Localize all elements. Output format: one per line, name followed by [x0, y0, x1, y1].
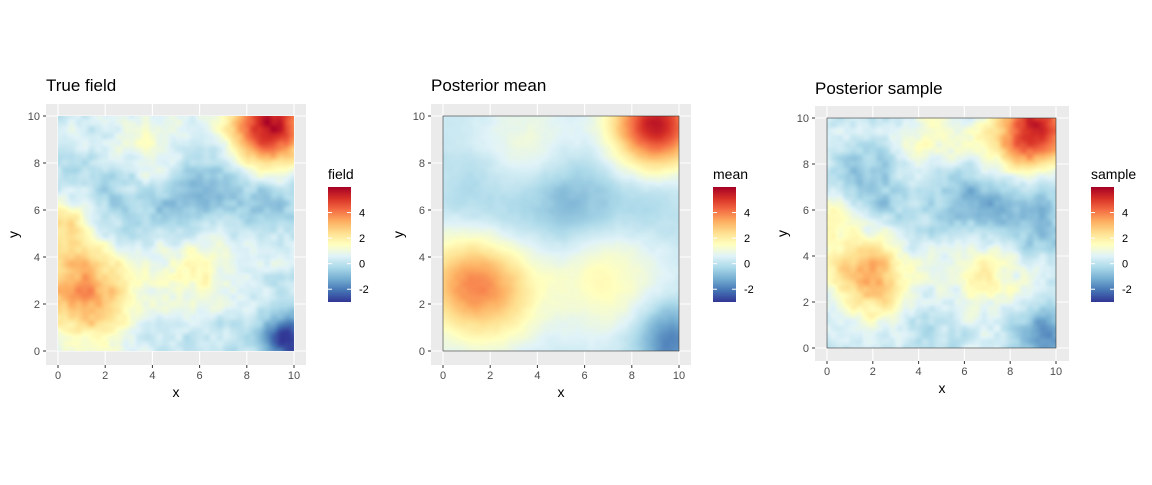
heatmap-border	[826, 117, 1057, 349]
chart-title: True field	[46, 76, 116, 95]
legend: mean -2 0 2 4	[713, 166, 754, 302]
x-axis-title: x	[939, 380, 946, 396]
y-tick-label: 10	[28, 111, 40, 123]
legend-tick-label: -2	[1122, 284, 1132, 296]
y-tick-label: 4	[803, 251, 809, 263]
chart-title: Posterior mean	[431, 76, 546, 95]
y-axis-title: y	[390, 231, 406, 238]
chart-title: Posterior sample	[815, 79, 943, 98]
x-tick-label: 10	[288, 370, 300, 382]
x-tick-label: 0	[55, 370, 61, 382]
x-tick-label: 0	[440, 370, 446, 382]
y-tick-label: 0	[34, 346, 40, 358]
legend: field -2 0 2 4	[328, 166, 369, 302]
legend-tick-label: -2	[744, 284, 754, 296]
heatmap-field	[443, 116, 679, 351]
x-tick-label: 8	[629, 370, 635, 382]
x-tick-label: 6	[961, 366, 967, 378]
legend-tick-label: 2	[1122, 233, 1128, 245]
legend-tick-label: 4	[359, 208, 365, 220]
x-tick-label: 4	[916, 366, 922, 378]
y-axis-title: y	[774, 230, 790, 237]
panel-2: Posterior mean 0 2 4 6 8 10 0 2 4 6 8 10 x y mean -2 0 2 4	[390, 76, 754, 400]
x-tick-label: 8	[1007, 366, 1013, 378]
y-tick-label: 2	[34, 299, 40, 311]
x-tick-label: 4	[534, 370, 540, 382]
x-tick-label: 6	[582, 370, 588, 382]
heatmap-field	[58, 116, 294, 351]
y-tick-label: 6	[34, 205, 40, 217]
x-tick-label: 2	[487, 370, 493, 382]
y-tick-label: 0	[803, 343, 809, 355]
x-axis-title: x	[173, 384, 180, 400]
y-tick-label: 8	[803, 159, 809, 171]
y-tick-label: 8	[419, 158, 425, 170]
y-tick-label: 6	[803, 205, 809, 217]
y-tick-label: 10	[413, 111, 425, 123]
x-tick-label: 4	[149, 370, 155, 382]
legend-tick-label: 2	[359, 233, 365, 245]
x-tick-label: 2	[102, 370, 108, 382]
panel-3: Posterior sample 0 2 4 6 8 10 0 2 4 6 8 10 x y sample -2…	[774, 79, 1136, 396]
panel-1: True field 0 2 4 6 8 10 0 2 4 6 8 10 x y field -2 0 2 4	[5, 76, 369, 400]
heatmap-field	[827, 118, 1056, 348]
x-tick-label: 8	[244, 370, 250, 382]
y-tick-label: 0	[419, 346, 425, 358]
legend-title: mean	[713, 166, 748, 182]
x-axis-title: x	[558, 384, 565, 400]
legend-tick-label: -2	[359, 284, 369, 296]
legend: sample -2 0 2 4	[1091, 166, 1136, 302]
y-tick-label: 2	[419, 299, 425, 311]
legend-tick-label: 2	[744, 233, 750, 245]
y-tick-label: 10	[797, 113, 809, 125]
legend-tick-label: 0	[1122, 259, 1128, 271]
x-tick-label: 6	[197, 370, 203, 382]
legend-tick-label: 0	[359, 259, 365, 271]
x-tick-label: 0	[824, 366, 830, 378]
legend-colorbar	[1091, 187, 1114, 302]
legend-colorbar	[713, 187, 736, 302]
legend-title: sample	[1091, 166, 1136, 182]
heatmap-border	[442, 115, 680, 352]
y-tick-label: 4	[34, 252, 40, 264]
legend-colorbar	[328, 187, 351, 302]
x-tick-label: 2	[870, 366, 876, 378]
legend-tick-label: 0	[744, 259, 750, 271]
legend-title: field	[328, 166, 354, 182]
y-tick-label: 4	[419, 252, 425, 264]
y-axis-title: y	[5, 231, 21, 238]
legend-tick-label: 4	[1122, 208, 1128, 220]
legend-tick-label: 4	[744, 208, 750, 220]
y-tick-label: 2	[803, 297, 809, 309]
y-tick-label: 6	[419, 205, 425, 217]
x-tick-label: 10	[673, 370, 685, 382]
x-tick-label: 10	[1050, 366, 1062, 378]
y-tick-label: 8	[34, 158, 40, 170]
